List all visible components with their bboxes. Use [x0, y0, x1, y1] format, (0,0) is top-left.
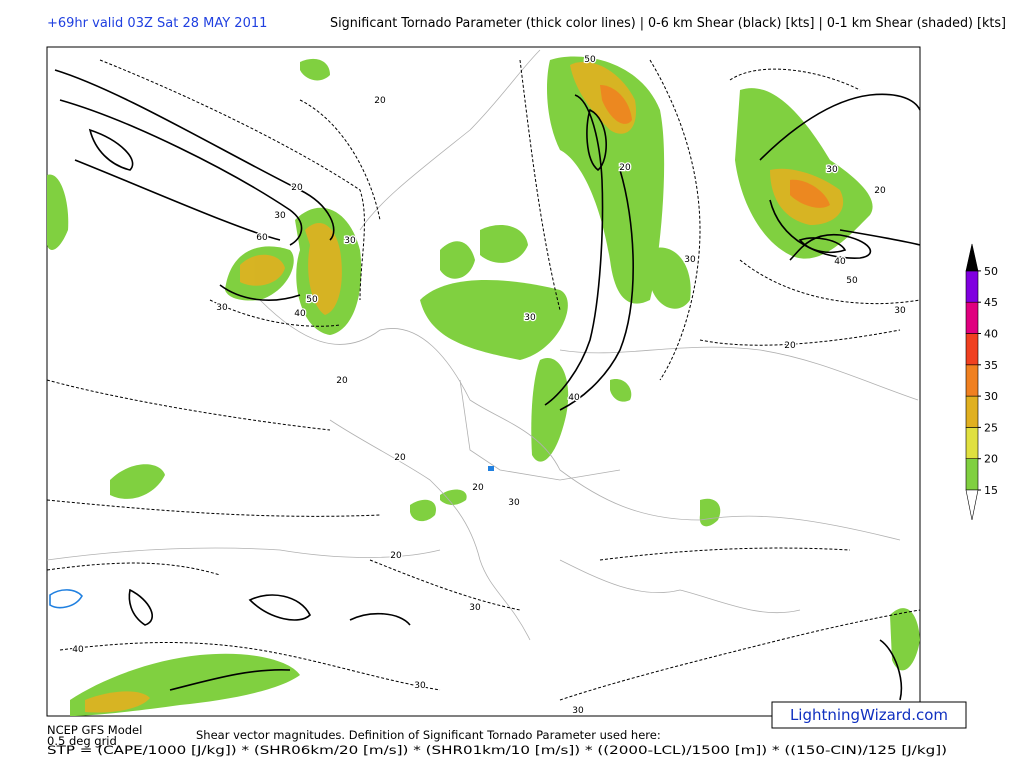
contour-label: 40 — [568, 393, 580, 403]
contour-label: 30 — [344, 236, 356, 246]
contour-label: 30 — [469, 603, 481, 613]
watermark: LightningWizard.com — [790, 706, 948, 724]
formula: STP = (CAPE/1000 [J/kg]) * (SHR06km/20 [… — [47, 743, 947, 757]
colorbar: 15 20 25 30 35 40 45 50 — [965, 243, 998, 521]
contour-label: 40 — [72, 645, 84, 655]
contour-label: 30 — [894, 306, 906, 316]
contour-label: 20 — [291, 183, 303, 193]
definition: Shear vector magnitudes. Definition of S… — [196, 728, 661, 742]
contour-label: 30 — [524, 313, 536, 323]
colorbar-segment — [965, 364, 979, 397]
contour-label: 20 — [336, 376, 348, 386]
colorbar-label: 25 — [984, 421, 998, 434]
contour-label: 30 — [826, 165, 838, 175]
map-title: Significant Tornado Parameter (thick col… — [330, 16, 1006, 31]
colorbar-segment — [965, 395, 979, 428]
contour-label: 30 — [572, 706, 584, 716]
colorbar-under — [965, 489, 979, 521]
valid-time: +69hr valid 03Z Sat 28 MAY 2011 — [47, 16, 267, 31]
colorbar-label: 15 — [984, 484, 998, 497]
contour-label: 30 — [414, 681, 426, 691]
colorbar-label: 30 — [984, 390, 998, 403]
map-area — [46, 46, 921, 717]
contour-label: 50 — [584, 55, 596, 65]
colorbar-segment — [965, 458, 979, 491]
watermark-box — [771, 701, 967, 729]
colorbar-over — [965, 243, 979, 272]
contour-label: 20 — [472, 483, 484, 493]
colorbar-label: 50 — [984, 265, 998, 278]
colorbar-segment — [965, 270, 979, 303]
colorbar-label: 20 — [984, 453, 998, 466]
contour-label: 50 — [846, 276, 858, 286]
contour-label: 20 — [874, 186, 886, 196]
contour-label: 30 — [684, 255, 696, 265]
colorbar-label: 40 — [984, 328, 998, 341]
contour-label: 40 — [834, 257, 846, 267]
contour-label: 50 — [306, 295, 318, 305]
contour-label: 60 — [256, 233, 268, 243]
contour-label: 20 — [784, 341, 796, 351]
contour-label: 30 — [216, 303, 228, 313]
contour-label: 20 — [619, 163, 631, 173]
footer: NCEP GFS Model 0.5 deg grid Shear vector… — [47, 723, 947, 757]
colorbar-segment — [965, 427, 979, 459]
grid-resolution: 0.5 deg grid — [47, 734, 117, 748]
contour-label: 40 — [294, 309, 306, 319]
colorbar-label: 45 — [984, 296, 998, 309]
contour-label: 30 — [274, 211, 286, 221]
colorbar-segment — [965, 301, 979, 334]
colorbar-label: 35 — [984, 359, 998, 372]
contour-label: 30 — [508, 498, 520, 508]
colorbar-segment — [965, 333, 979, 366]
contour-label: 20 — [374, 96, 386, 106]
contour-label: 20 — [390, 551, 402, 561]
contour-label: 20 — [394, 453, 406, 463]
model-name: NCEP GFS Model — [47, 723, 142, 737]
